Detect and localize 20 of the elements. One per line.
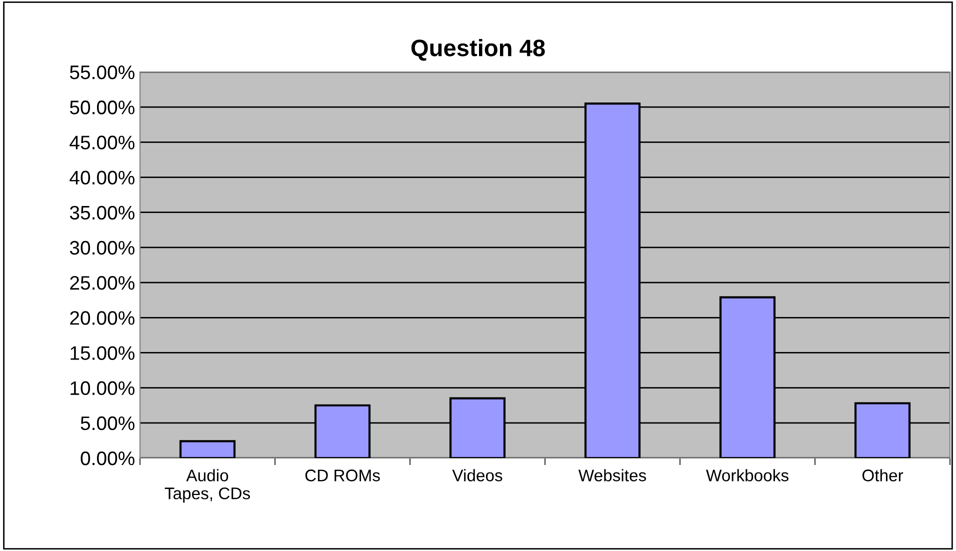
y-tick-label: 25.00% <box>70 276 134 290</box>
y-tick-label: 20.00% <box>70 311 134 325</box>
x-tick-label: Audio Tapes, CDs <box>164 469 250 503</box>
y-tick-label: 15.00% <box>70 346 134 360</box>
y-tick-label: 30.00% <box>70 240 134 255</box>
chart-title: Question 48 <box>411 38 545 61</box>
y-tick-label: 0.00% <box>80 451 134 466</box>
x-tick-label: Other <box>862 469 904 482</box>
y-tick-label: 50.00% <box>70 100 134 114</box>
x-tick-label: CD ROMs <box>305 470 380 482</box>
x-tick-label: Websites <box>578 469 646 482</box>
y-tick-label: 45.00% <box>70 136 134 150</box>
y-tick-label: 10.00% <box>70 381 134 396</box>
y-tick-label: 5.00% <box>80 416 134 430</box>
y-tick-label: 35.00% <box>70 206 134 220</box>
x-tick-label: Workbooks <box>706 469 788 482</box>
x-tick-label: Videos <box>452 469 502 482</box>
y-tick-label: 55.00% <box>70 65 134 80</box>
y-tick-label: 40.00% <box>70 170 134 185</box>
bar <box>179 440 236 458</box>
